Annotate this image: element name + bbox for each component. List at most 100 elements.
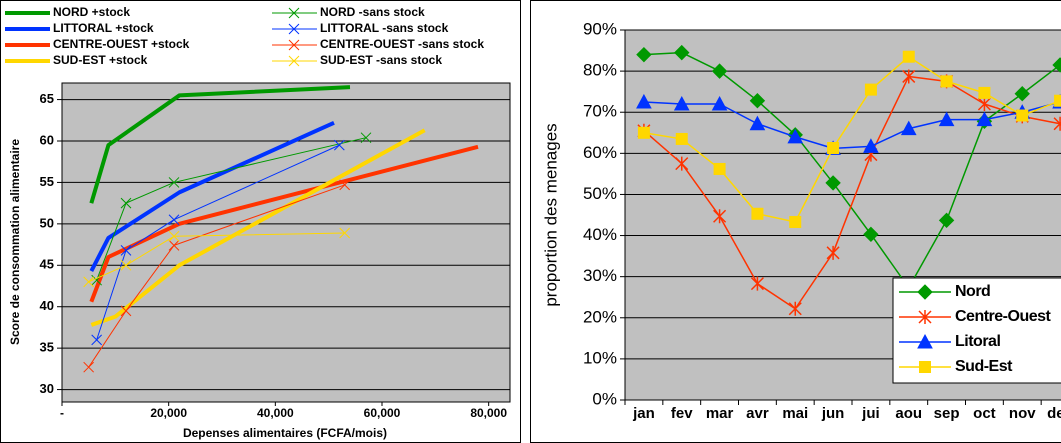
legend-label: Litoral — [955, 333, 1000, 350]
point — [673, 95, 690, 111]
point — [1053, 116, 1061, 131]
x-tick-label: jui — [861, 405, 880, 422]
point — [120, 305, 132, 317]
point — [825, 175, 841, 191]
chart: 30 35 40 45 50 55 60 65 - 20,000 40,000 60,000 80,00… — [5, 5, 511, 440]
point — [168, 240, 180, 251]
point — [976, 111, 993, 127]
point — [120, 197, 132, 209]
x-tick-label: mar — [706, 405, 734, 422]
y-tick-label: 70% — [583, 102, 617, 121]
point — [674, 44, 690, 61]
point — [636, 93, 652, 109]
y-tick-label: 60 — [40, 132, 54, 147]
y-tick-label: 30% — [583, 266, 617, 285]
point — [711, 63, 728, 79]
x-tick-label: jun — [821, 405, 845, 422]
point — [864, 83, 877, 96]
legend-label: CENTRE-OUEST -sans stock — [320, 37, 484, 51]
y-tick-label: 20% — [583, 307, 617, 326]
legend-label: SUD-EST -sans stock — [320, 53, 442, 67]
x-tick-label: - — [60, 406, 64, 420]
legend-marker — [288, 23, 300, 35]
y-axis-label: proportion des menages — [541, 123, 560, 306]
point — [788, 301, 802, 316]
point — [900, 120, 917, 136]
legend-marker — [919, 361, 931, 373]
y-tick-label: 65 — [40, 91, 54, 106]
legend-label: LITTORAL -sans stock — [320, 21, 449, 35]
y-tick-label: 50 — [40, 215, 54, 230]
x-tick-label: avr — [746, 405, 769, 422]
legend-marker — [288, 7, 300, 19]
point — [83, 361, 95, 373]
x-tick-label: 80,000 — [470, 406, 507, 420]
point — [750, 276, 764, 291]
point — [675, 132, 688, 145]
series-line — [89, 85, 351, 204]
series-line — [88, 232, 345, 283]
y-tick-label: 90% — [583, 19, 617, 38]
point — [83, 276, 95, 288]
series-line — [643, 55, 1061, 223]
series-line — [96, 144, 340, 341]
point — [863, 226, 879, 243]
legend-label: SUD-EST +stock — [53, 53, 148, 67]
point — [675, 156, 689, 171]
y-tick-label: 30 — [40, 381, 54, 396]
legend-label: Nord — [955, 283, 990, 300]
legend-marker — [917, 284, 933, 300]
x-tick-label: jan — [632, 405, 655, 422]
x-tick-label: dec — [1047, 405, 1061, 422]
point — [360, 132, 372, 144]
series-line — [89, 120, 335, 273]
point — [339, 227, 351, 239]
point — [902, 50, 915, 63]
y-tick-label: 35 — [40, 340, 54, 355]
series-line — [643, 51, 1061, 289]
point — [902, 69, 916, 84]
x-tick-label: fev — [671, 405, 693, 422]
x-tick-label: nov — [1009, 405, 1036, 422]
point — [120, 259, 132, 271]
x-tick-label: aou — [895, 405, 922, 422]
y-tick-label: 40 — [40, 298, 54, 313]
legend-label: CENTRE-OUEST +stock — [53, 37, 190, 51]
point — [1052, 57, 1061, 73]
point — [940, 75, 953, 88]
x-tick-label: mai — [782, 405, 808, 422]
point — [168, 230, 180, 242]
point — [713, 162, 726, 175]
point — [978, 86, 991, 99]
series-line — [96, 137, 367, 281]
y-tick-label: 45 — [40, 257, 54, 272]
point — [751, 207, 764, 220]
y-tick-label: 0% — [592, 389, 617, 408]
y-tick-label: 80% — [583, 61, 617, 80]
x-tick-label: sep — [934, 405, 960, 422]
point — [827, 141, 840, 154]
legend-label: NORD -sans stock — [320, 5, 425, 19]
x-tick-label: 20,000 — [150, 406, 187, 420]
y-tick-label: 55 — [40, 174, 54, 189]
point — [636, 46, 652, 63]
legend-marker — [917, 333, 933, 349]
x-tick-label: 60,000 — [364, 406, 401, 420]
y-tick-label: 10% — [583, 348, 617, 367]
point — [713, 209, 727, 224]
series-line — [88, 184, 345, 368]
point — [1054, 94, 1061, 107]
point — [826, 245, 840, 260]
point — [711, 95, 728, 111]
point — [789, 215, 802, 228]
y-tick-label: 40% — [583, 225, 617, 244]
series-line — [643, 101, 1061, 150]
y-tick-label: 60% — [583, 143, 617, 162]
point — [120, 245, 132, 256]
x-tick-label: 40,000 — [257, 406, 294, 420]
point — [333, 139, 345, 151]
legend-label: Centre-Ouest — [955, 308, 1052, 325]
x-tick-label: oct — [973, 405, 996, 422]
